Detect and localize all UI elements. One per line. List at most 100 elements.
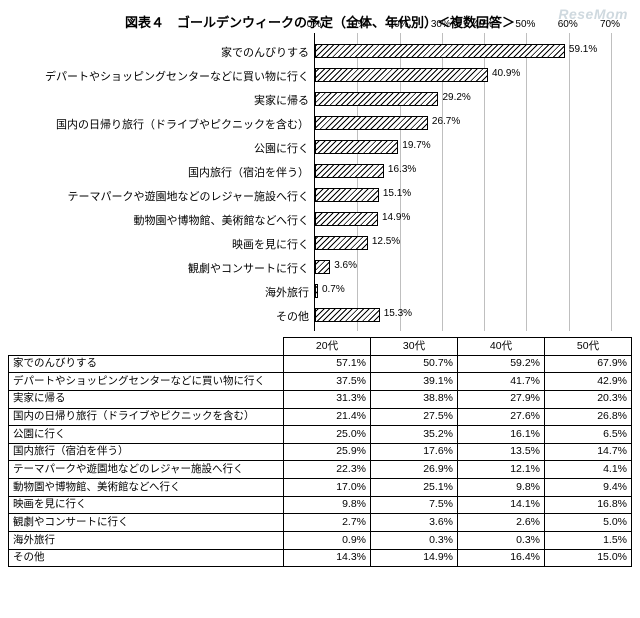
table-cell: 9.8% (458, 479, 545, 497)
x-tick: 60% (558, 19, 578, 30)
plot-area: 家でのんびりする59.1%デパートやショッピングセンターなどに買い物に行く40.… (314, 33, 611, 331)
bar (315, 284, 318, 298)
bar-row: 動物園や博物館、美術館などへ行く14.9% (11, 207, 611, 231)
bar-row: 公園に行く19.7% (11, 135, 611, 159)
bar (315, 260, 330, 274)
bar-wrap: 59.1% (315, 44, 565, 58)
table-row-label: 国内の日帰り旅行（ドライブやピクニックを含む） (9, 408, 284, 426)
table-cell: 42.9% (545, 373, 632, 391)
table-cell: 38.8% (371, 390, 458, 408)
table-row-label: 家でのんびりする (9, 355, 284, 373)
bar-value: 40.9% (492, 68, 520, 79)
table-col-header: 50代 (545, 338, 632, 356)
table-row: 海外旅行0.9%0.3%0.3%1.5% (9, 532, 632, 550)
bar (315, 236, 368, 250)
table-row: 国内旅行（宿泊を伴う）25.9%17.6%13.5%14.7% (9, 443, 632, 461)
table-row-label: テーマパークや遊園地などのレジャー施設へ行く (9, 461, 284, 479)
bar-wrap: 26.7% (315, 116, 428, 130)
x-tick: 10% (346, 19, 366, 30)
bar (315, 116, 428, 130)
table-cell: 25.0% (284, 426, 371, 444)
table-cell: 12.1% (458, 461, 545, 479)
bar-value: 16.3% (388, 164, 416, 175)
table-corner (9, 338, 284, 356)
bar-wrap: 3.6% (315, 260, 330, 274)
category-label: デパートやショッピングセンターなどに買い物に行く (11, 68, 309, 84)
table-cell: 37.5% (284, 373, 371, 391)
bar-row: 実家に帰る29.2% (11, 87, 611, 111)
bar-value: 59.1% (569, 44, 597, 55)
table-cell: 6.5% (545, 426, 632, 444)
bar-wrap: 15.3% (315, 308, 380, 322)
bar-row: その他15.3% (11, 303, 611, 327)
bar-value: 26.7% (432, 116, 460, 127)
table-cell: 41.7% (458, 373, 545, 391)
table-row-label: 実家に帰る (9, 390, 284, 408)
table-cell: 14.3% (284, 549, 371, 567)
x-tick: 0% (307, 19, 321, 30)
x-tick: 70% (600, 19, 620, 30)
x-tick: 50% (515, 19, 535, 30)
category-label: 国内の日帰り旅行（ドライブやピクニックを含む） (11, 116, 309, 132)
table-cell: 9.8% (284, 496, 371, 514)
table-row-label: 国内旅行（宿泊を伴う） (9, 443, 284, 461)
table-cell: 25.1% (371, 479, 458, 497)
table-row: 観劇やコンサートに行く2.7%3.6%2.6%5.0% (9, 514, 632, 532)
bar-wrap: 16.3% (315, 164, 384, 178)
table-col-header: 40代 (458, 338, 545, 356)
table-row: 実家に帰る31.3%38.8%27.9%20.3% (9, 390, 632, 408)
table-cell: 39.1% (371, 373, 458, 391)
table-cell: 26.9% (371, 461, 458, 479)
table-cell: 0.3% (458, 532, 545, 550)
bar-row: 国内旅行（宿泊を伴う） 16.3% (11, 159, 611, 183)
category-label: 実家に帰る (11, 92, 309, 108)
table-cell: 67.9% (545, 355, 632, 373)
x-tick: 30% (431, 19, 451, 30)
category-label: 国内旅行（宿泊を伴う） (11, 164, 309, 180)
x-tick: 20% (389, 19, 409, 30)
table-row-label: 映画を見に行く (9, 496, 284, 514)
table-cell: 50.7% (371, 355, 458, 373)
bar-row: 映画を見に行く12.5% (11, 231, 611, 255)
table-cell: 26.8% (545, 408, 632, 426)
table-row: 国内の日帰り旅行（ドライブやピクニックを含む）21.4%27.5%27.6%26… (9, 408, 632, 426)
table-row-label: デパートやショッピングセンターなどに買い物に行く (9, 373, 284, 391)
bar-row: 国内の日帰り旅行（ドライブやピクニックを含む） 26.7% (11, 111, 611, 135)
x-tick: 40% (473, 19, 493, 30)
table-cell: 0.9% (284, 532, 371, 550)
bar (315, 164, 384, 178)
bar-value: 14.9% (382, 212, 410, 223)
table-row: その他14.3%14.9%16.4%15.0% (9, 549, 632, 567)
table-cell: 16.1% (458, 426, 545, 444)
table-cell: 4.1% (545, 461, 632, 479)
table-cell: 17.0% (284, 479, 371, 497)
bar (315, 92, 438, 106)
bar-value: 3.6% (334, 260, 357, 271)
table-row-label: その他 (9, 549, 284, 567)
table-cell: 27.6% (458, 408, 545, 426)
table-row: 公園に行く25.0%35.2%16.1%6.5% (9, 426, 632, 444)
table-cell: 5.0% (545, 514, 632, 532)
category-label: テーマパークや遊園地などのレジャー施設へ行く (11, 188, 309, 204)
bar-value: 19.7% (402, 140, 430, 151)
table-cell: 14.9% (371, 549, 458, 567)
table-cell: 31.3% (284, 390, 371, 408)
table-cell: 3.6% (371, 514, 458, 532)
bar-value: 0.7% (322, 284, 345, 295)
bar-value: 15.1% (383, 188, 411, 199)
table-cell: 2.7% (284, 514, 371, 532)
table-cell: 15.0% (545, 549, 632, 567)
table-cell: 16.4% (458, 549, 545, 567)
table-cell: 59.2% (458, 355, 545, 373)
x-axis-labels: 0%10%20%30%40%50%60%70% (314, 19, 610, 33)
table-cell: 14.1% (458, 496, 545, 514)
table-cell: 1.5% (545, 532, 632, 550)
table-row-label: 公園に行く (9, 426, 284, 444)
bar-wrap: 14.9% (315, 212, 378, 226)
bar-row: 観劇やコンサートに行く3.6% (11, 255, 611, 279)
bar-row: 海外旅行0.7% (11, 279, 611, 303)
table-row: 映画を見に行く9.8%7.5%14.1%16.8% (9, 496, 632, 514)
bar-wrap: 19.7% (315, 140, 398, 154)
table-row-label: 観劇やコンサートに行く (9, 514, 284, 532)
bar (315, 212, 378, 226)
